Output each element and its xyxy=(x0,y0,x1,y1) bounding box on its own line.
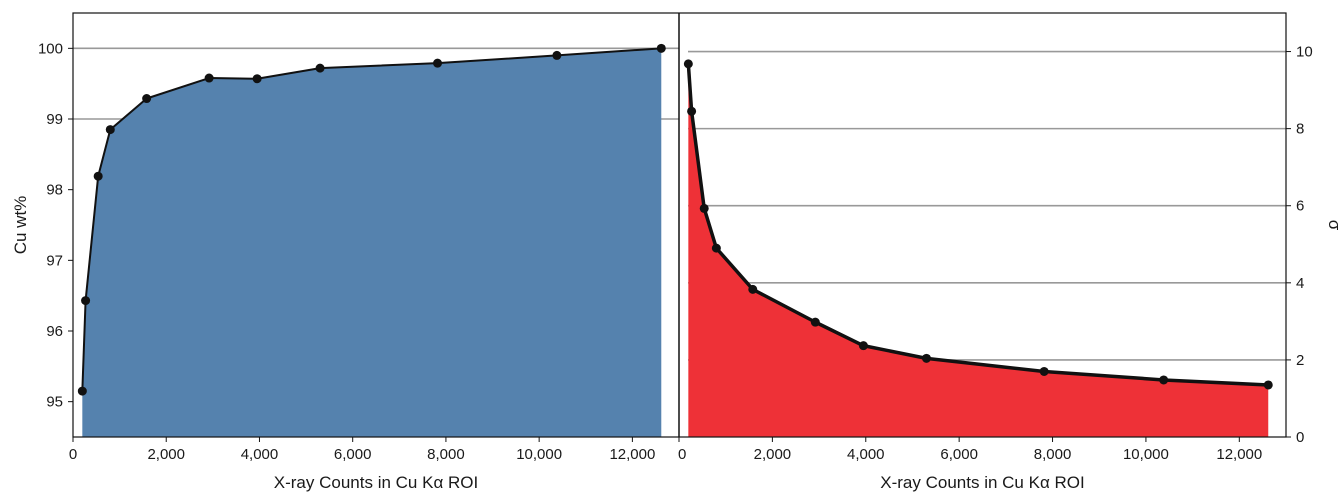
panel1-data-point xyxy=(433,58,443,68)
panel1-data-point xyxy=(81,296,91,306)
panel1-x-tick-label: 6,000 xyxy=(334,446,372,463)
panel2-data-point xyxy=(1039,366,1049,376)
panel2-area-fill xyxy=(688,63,1269,437)
panel2-data-point xyxy=(1263,380,1273,390)
panel1-x-tick-label: 8,000 xyxy=(427,446,465,463)
panel2-x-tick-label: 2,000 xyxy=(754,446,792,463)
panel1-x-tick-label: 12,000 xyxy=(609,446,655,463)
panel2-data-point xyxy=(699,203,709,213)
panel1-area-fill xyxy=(82,48,662,437)
panel2-x-tick-label: 10,000 xyxy=(1123,446,1169,463)
panel2-y-tick-label: 2 xyxy=(1296,352,1304,369)
panel2-data-point xyxy=(687,106,697,116)
panel1-y-tick-label: 100 xyxy=(38,40,63,57)
panel1-x-tick-label: 0 xyxy=(69,446,77,463)
panel1-data-point xyxy=(142,94,152,104)
panel1-data-point xyxy=(77,386,87,396)
panel1-y-tick-label: 98 xyxy=(46,182,63,199)
panel2-x-axis-title: X-ray Counts in Cu Kα ROI xyxy=(880,473,1084,492)
panel2-data-point xyxy=(683,59,693,69)
panel1-x-tick-label: 10,000 xyxy=(516,446,562,463)
panel2-data-point xyxy=(748,284,758,294)
panel2-x-tick-label: 12,000 xyxy=(1216,446,1262,463)
panel1-x-axis-title: X-ray Counts in Cu Kα ROI xyxy=(274,473,478,492)
panel1-y-tick-label: 99 xyxy=(46,111,63,128)
panel1-y-tick-label: 97 xyxy=(46,252,63,269)
panel1-y-axis-title: Cu wt% xyxy=(11,196,30,255)
panel2-y-tick-label: 0 xyxy=(1296,429,1304,446)
panel1-data-point xyxy=(204,73,214,83)
panel1-data-point xyxy=(552,50,562,60)
panel1-x-tick-label: 2,000 xyxy=(147,446,185,463)
panel2-x-tick-label: 0 xyxy=(678,446,686,463)
panel2-data-point xyxy=(711,243,721,253)
panel2-data-point xyxy=(1159,375,1169,385)
panel2-y-tick-label: 4 xyxy=(1296,275,1304,292)
panel1-x-tick-label: 4,000 xyxy=(241,446,279,463)
panel1-data-point xyxy=(105,125,115,135)
panel2-y-tick-label: 6 xyxy=(1296,198,1304,215)
panel1-y-tick-label: 95 xyxy=(46,394,63,411)
panel2-y-tick-label: 8 xyxy=(1296,121,1304,138)
panel1-y-tick-label: 96 xyxy=(46,323,63,340)
panel1-data-point xyxy=(315,63,325,73)
panel1-data-point xyxy=(656,43,666,53)
panel2-data-point xyxy=(810,317,820,327)
panel2-y-axis-title: σ xyxy=(1325,220,1343,231)
panel2-x-tick-label: 8,000 xyxy=(1034,446,1072,463)
panel2-y-tick-label: 10 xyxy=(1296,44,1313,61)
panel2-x-tick-label: 6,000 xyxy=(940,446,978,463)
panel1-data-point xyxy=(252,74,262,84)
panel1-data-point xyxy=(93,171,103,181)
panel2-x-tick-label: 4,000 xyxy=(847,446,885,463)
panel2-data-point xyxy=(921,353,931,363)
panel2-data-point xyxy=(858,341,868,351)
